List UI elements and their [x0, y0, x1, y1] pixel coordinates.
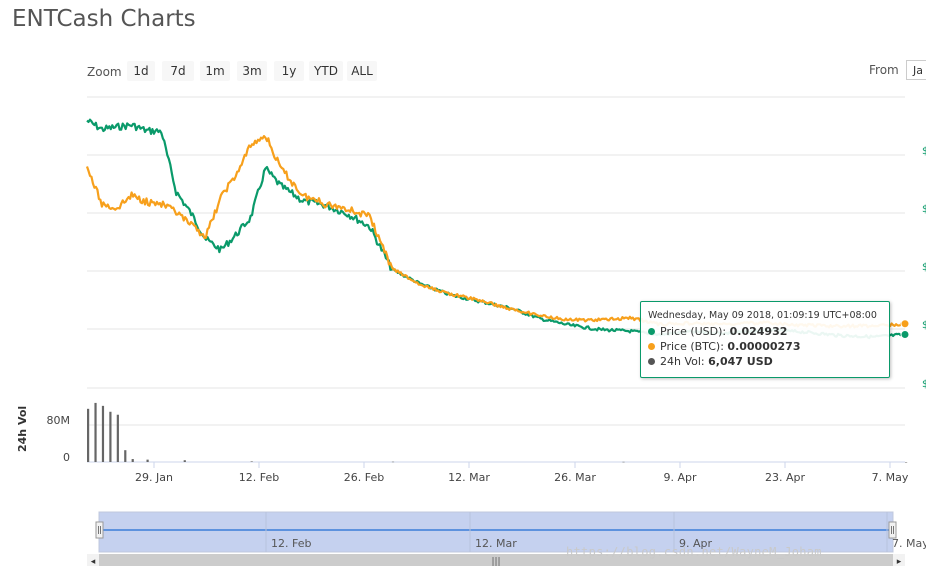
y-tick-label: $ — [922, 320, 926, 331]
usd-dot-icon — [648, 327, 655, 335]
from-date-input[interactable]: Ja — [906, 60, 926, 80]
tooltip-row-vol: 24h Vol: 6,047 USD — [648, 354, 889, 369]
scroll-right-icon[interactable]: ▸ — [897, 557, 902, 567]
zoom-all-button[interactable]: ALL — [347, 61, 377, 81]
navigator-tick-label: 12. Mar — [475, 537, 517, 550]
navigator-right-handle[interactable] — [888, 521, 897, 539]
volume-bar — [622, 461, 625, 463]
volume-bar — [146, 459, 149, 462]
zoom-7d-button[interactable]: 7d — [162, 61, 194, 81]
x-tick-label: 26. Feb — [344, 471, 384, 484]
volume-layer — [87, 402, 908, 463]
x-tick-label: 9. Apr — [663, 471, 696, 484]
zoom-1m-button[interactable]: 1m — [200, 61, 230, 81]
volume-bar — [116, 414, 119, 462]
tooltip-header: Wednesday, May 09 2018, 01:09:19 UTC+08:… — [648, 310, 877, 321]
watermark: https://blog.csdn.net/WayneM_Joham — [566, 545, 822, 559]
navigator-right-handle-grip — [888, 521, 897, 539]
navigator: 12. Feb 12. Mar 9. Apr 7. May ◂ ▸ ||| — [87, 511, 926, 567]
btc-dot-icon — [648, 342, 655, 350]
navigator-tick-label: 12. Feb — [271, 537, 311, 550]
x-tick-label: 12. Feb — [239, 471, 279, 484]
x-tick-label: 7. May — [872, 471, 909, 484]
zoom-label: Zoom — [87, 65, 122, 79]
volume-bar — [391, 461, 395, 463]
volume-bar — [94, 402, 97, 462]
volume-bar — [250, 461, 253, 462]
navigator-left-handle-grip — [95, 521, 104, 539]
tooltip-row-btc: Price (BTC): 0.00000273 — [648, 339, 889, 354]
volume-bar — [109, 411, 112, 462]
volume-bar — [131, 459, 134, 462]
zoom-3m-button[interactable]: 3m — [237, 61, 267, 81]
series-line-1 — [85, 135, 906, 329]
scrollbar-thumb[interactable] — [99, 554, 893, 566]
vol-dot-icon — [648, 357, 655, 365]
x-tick-label: 23. Apr — [765, 471, 805, 484]
zoom-1y-button[interactable]: 1y — [274, 61, 304, 81]
volume-tick-label: 0 — [63, 451, 70, 464]
series-endpoint-1 — [900, 319, 910, 329]
chart-tooltip: Wednesday, May 09 2018, 01:09:19 UTC+08:… — [640, 301, 890, 378]
volume-bar — [124, 450, 127, 462]
scrollbar-grip-icon: ||| — [491, 557, 500, 567]
scroll-left-icon[interactable]: ◂ — [91, 557, 96, 567]
y-tick-label: $ — [922, 146, 926, 157]
zoom-1d-button[interactable]: 1d — [127, 61, 155, 81]
volume-axis-label: 24h Vol — [16, 405, 29, 452]
zoom-ytd-button[interactable]: YTD — [309, 61, 343, 81]
navigator-left-handle[interactable] — [95, 521, 104, 539]
volume-bar — [183, 460, 186, 462]
navigator-tick-label: 9. Apr — [679, 537, 712, 550]
x-tick-label: 29. Jan — [135, 471, 173, 484]
x-tick-label: 26. Mar — [554, 471, 596, 484]
volume-bar — [87, 408, 90, 462]
x-axis: 29. Jan 12. Feb 26. Feb 12. Mar 26. Mar 9. Ap… — [135, 462, 909, 484]
series-endpoint-0 — [900, 330, 910, 340]
volume-tick-label: 80M — [47, 414, 71, 427]
navigator-tick-label: 7. May — [892, 537, 926, 550]
from-label: From — [869, 63, 899, 77]
page-title: ENTCash Charts — [12, 6, 196, 32]
y-axis: $ $ $ $ $80M 0 — [47, 146, 926, 464]
y-tick-label: $ — [922, 204, 926, 215]
y-tick-label: $ — [922, 262, 926, 273]
tooltip-row-usd: Price (USD): 0.024932 — [648, 324, 889, 339]
x-tick-label: 12. Mar — [448, 471, 490, 484]
volume-bar — [101, 405, 105, 462]
y-tick-label: $ — [922, 379, 926, 390]
volume-bar — [905, 461, 908, 463]
chart-grid — [87, 96, 905, 463]
